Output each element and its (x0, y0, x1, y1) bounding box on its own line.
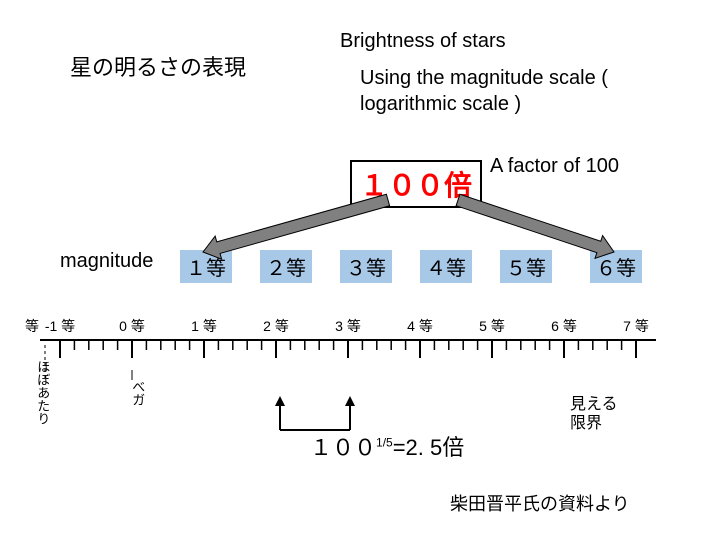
formula-exp: 1/5 (376, 436, 393, 450)
factor-100-label: A factor of 100 (490, 155, 619, 178)
scale-tick-label: 5 等 (479, 316, 505, 336)
star-label-vega: べガ (130, 380, 144, 406)
scale-tick-label: 4 等 (407, 316, 433, 336)
scale-unit-label: 等 (25, 316, 39, 336)
formula: １００1/5=2. 5倍 (310, 430, 464, 462)
title-jp: 星の明るさの表現 (70, 50, 246, 82)
limit-label: 見える 限界 (570, 395, 618, 433)
scale-tick-label: 1 等 (191, 316, 217, 336)
formula-base: １００ (310, 435, 376, 460)
mag-box-5: ５等 (500, 250, 552, 283)
mag-box-2: ２等 (260, 250, 312, 283)
scale-tick-label: -1 等 (45, 316, 75, 336)
mag-box-1: １等 (180, 250, 232, 283)
star-label-left: ほぼあたり (35, 360, 49, 425)
scale-tick-label: 6 等 (551, 316, 577, 336)
credit: 柴田晋平氏の資料より (450, 490, 630, 516)
scale-tick-label: 7 等 (623, 316, 649, 336)
subtitle-en: Using the magnitude scale ( logarithmic … (360, 65, 680, 117)
magnitude-label: magnitude (60, 250, 153, 273)
factor-100-box: １００倍 (350, 160, 482, 208)
mag-box-3: ３等 (340, 250, 392, 283)
mag-box-6: ６等 (590, 250, 642, 283)
mag-box-4: ４等 (420, 250, 472, 283)
scale-tick-label: 2 等 (263, 316, 289, 336)
scale-tick-label: 0 等 (119, 316, 145, 336)
title-en: Brightness of stars (340, 30, 506, 53)
formula-rest: =2. 5倍 (393, 435, 465, 460)
scale-tick-label: 3 等 (335, 316, 361, 336)
